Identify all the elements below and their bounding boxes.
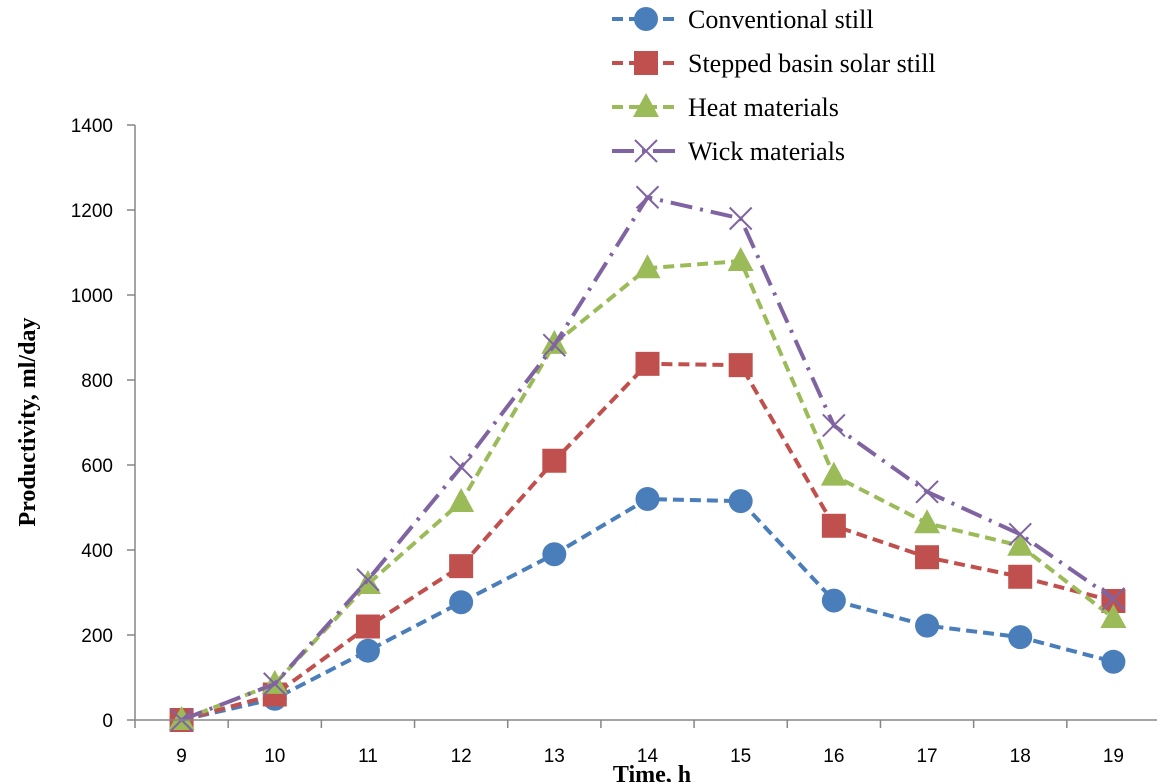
data-point bbox=[542, 542, 567, 567]
y-axis-ticks: 0 200 400 600 800 1000 1200 1400 bbox=[71, 116, 135, 732]
legend-swatch-marker bbox=[634, 7, 658, 31]
data-point bbox=[542, 333, 567, 357]
data-point bbox=[820, 461, 847, 486]
x-tick-label: 15 bbox=[730, 746, 751, 767]
data-point bbox=[448, 487, 475, 512]
data-point bbox=[1008, 625, 1033, 650]
data-point bbox=[542, 448, 567, 473]
series-line bbox=[181, 361, 1114, 722]
legend-label: Stepped basin solar still bbox=[688, 49, 936, 78]
data-point bbox=[449, 590, 474, 615]
data-point bbox=[1008, 564, 1033, 589]
data-point bbox=[449, 554, 474, 579]
y-tick-label: 1200 bbox=[71, 201, 113, 222]
data-point bbox=[449, 455, 473, 479]
legend-swatch-marker bbox=[634, 51, 658, 75]
data-point bbox=[1101, 649, 1126, 674]
data-point bbox=[1007, 531, 1034, 556]
legend-label: Conventional still bbox=[688, 5, 874, 34]
legend-label: Wick materials bbox=[688, 137, 845, 166]
data-point bbox=[728, 206, 753, 231]
data-point bbox=[634, 254, 661, 279]
y-tick-label: 800 bbox=[81, 371, 113, 392]
y-tick-label: 1000 bbox=[71, 286, 113, 307]
data-point bbox=[356, 568, 380, 592]
data-point bbox=[915, 613, 940, 638]
y-tick-label: 200 bbox=[81, 626, 113, 647]
plot-series bbox=[168, 185, 1127, 732]
data-point bbox=[1008, 522, 1032, 546]
data-point bbox=[635, 351, 660, 376]
x-tick-label: 9 bbox=[176, 746, 187, 767]
data-point bbox=[728, 353, 753, 378]
data-point bbox=[727, 247, 754, 271]
data-point bbox=[355, 614, 380, 639]
data-point bbox=[915, 480, 939, 504]
x-axis-title: Time, h bbox=[613, 762, 691, 782]
legend-label: Heat materials bbox=[688, 93, 839, 122]
x-tick-label: 14 bbox=[637, 746, 659, 767]
legend-item-4: Wick materials bbox=[612, 137, 845, 166]
x-tick-label: 16 bbox=[823, 746, 844, 767]
data-point bbox=[914, 509, 941, 534]
data-point bbox=[728, 489, 753, 514]
data-point bbox=[821, 588, 846, 613]
series-2 bbox=[169, 351, 1126, 732]
y-axis-title: Productivity, ml/day bbox=[15, 318, 41, 527]
y-tick-label: 1400 bbox=[71, 116, 113, 137]
x-tick-label: 13 bbox=[544, 746, 565, 767]
x-tick-label: 11 bbox=[358, 746, 378, 767]
x-tick-label: 12 bbox=[451, 746, 472, 767]
data-point bbox=[355, 638, 380, 663]
x-tick-label: 19 bbox=[1103, 746, 1124, 767]
legend-swatch-marker bbox=[633, 93, 659, 117]
data-point bbox=[1100, 604, 1127, 628]
legend-item-2: Stepped basin solar still bbox=[612, 49, 936, 78]
series-1 bbox=[169, 487, 1126, 732]
y-tick-label: 600 bbox=[81, 456, 113, 477]
data-point bbox=[263, 672, 287, 696]
legend-item-3: Heat materials bbox=[612, 93, 839, 122]
y-tick-label: 0 bbox=[102, 711, 113, 732]
data-point bbox=[915, 545, 940, 570]
x-tick-label: 10 bbox=[264, 746, 285, 767]
data-point bbox=[635, 185, 660, 209]
data-point bbox=[635, 487, 660, 511]
x-axis-ticks: 9 10 11 12 13 14 15 16 17 18 19 bbox=[134, 720, 1124, 767]
legend: Conventional still Stepped basin solar st… bbox=[612, 5, 936, 166]
legend-item-1: Conventional still bbox=[612, 5, 874, 34]
data-point bbox=[821, 513, 846, 538]
data-point bbox=[822, 413, 846, 438]
legend-swatch-marker bbox=[634, 139, 658, 163]
x-tick-label: 17 bbox=[916, 746, 937, 767]
x-tick-label: 18 bbox=[1010, 746, 1031, 767]
y-tick-label: 400 bbox=[81, 541, 113, 562]
data-point bbox=[1101, 587, 1126, 611]
series-line bbox=[181, 497, 1114, 722]
